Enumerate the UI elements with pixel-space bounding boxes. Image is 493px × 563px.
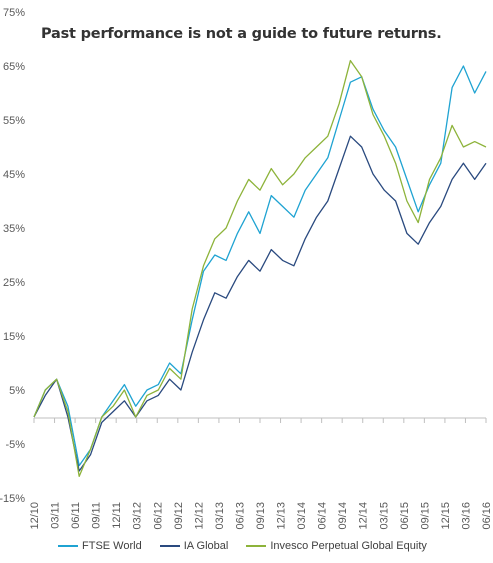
x-tick-label: 06/16 xyxy=(481,502,493,530)
y-axis-labels: -15% -5% 5% 15% 25% 35% 45% 55% 65% 75% xyxy=(0,7,25,505)
x-tick-label: 06/11 xyxy=(70,502,82,529)
x-tick-label: 09/13 xyxy=(255,502,267,530)
legend-label-invesco: Invesco Perpetual Global Equity xyxy=(270,540,427,552)
x-tick-label: 12/14 xyxy=(358,502,370,530)
x-tick-label: 09/12 xyxy=(173,502,185,530)
y-tick-label: 5% xyxy=(9,385,25,397)
x-axis-labels: 12/10 03/11 06/11 09/11 12/11 03/12 06/12 09/12… xyxy=(29,502,493,530)
performance-disclaimer: Past performance is not a guide to futur… xyxy=(41,26,442,42)
x-tick-label: 09/15 xyxy=(419,502,431,530)
x-tick-label: 03/15 xyxy=(378,502,390,530)
chart-legend: FTSE World IA Global Invesco Perpetual G… xyxy=(58,540,445,552)
x-tick-label: 09/11 xyxy=(91,502,103,529)
legend-item-ia-global: IA Global xyxy=(159,540,229,552)
y-tick-label: 15% xyxy=(3,331,25,343)
series-line-1 xyxy=(33,135,487,472)
x-tick-label: 12/11 xyxy=(111,502,123,529)
x-tick-label: 03/14 xyxy=(296,502,308,530)
legend-item-ftse-world: FTSE World xyxy=(58,540,142,552)
x-tick-label: 12/12 xyxy=(193,502,205,530)
legend-item-invesco: Invesco Perpetual Global Equity xyxy=(246,540,427,552)
series-lines xyxy=(33,59,487,478)
y-tick-label: 45% xyxy=(3,169,25,181)
y-tick-label: 35% xyxy=(3,223,25,235)
y-tick-label: 25% xyxy=(3,277,25,289)
legend-label-ftse-world: FTSE World xyxy=(82,540,142,552)
series-line-2 xyxy=(33,59,487,478)
y-tick-label: -15% xyxy=(0,493,25,505)
legend-swatch-invesco xyxy=(246,545,267,547)
y-tick-label: -5% xyxy=(5,439,25,451)
x-tick-label: 03/13 xyxy=(214,502,226,530)
x-tick-label: 12/13 xyxy=(276,502,288,530)
y-tick-label: 65% xyxy=(3,61,25,73)
legend-swatch-ftse-world xyxy=(58,545,78,547)
y-tick-label: 75% xyxy=(3,7,25,19)
x-tick-label: 12/10 xyxy=(29,502,41,530)
x-tick-label: 03/16 xyxy=(460,502,472,530)
x-tick-label: 03/12 xyxy=(132,502,144,530)
x-tick-marks xyxy=(33,418,487,423)
legend-swatch-ia-global xyxy=(159,545,180,547)
x-tick-label: 06/14 xyxy=(317,502,329,530)
legend-label-ia-global: IA Global xyxy=(183,540,229,552)
x-tick-label: 06/15 xyxy=(399,502,411,530)
x-tick-label: 06/13 xyxy=(234,502,246,530)
x-tick-label: 06/12 xyxy=(152,502,164,530)
x-tick-label: 12/15 xyxy=(440,502,452,530)
x-tick-label: 03/11 xyxy=(50,502,62,529)
series-line-0 xyxy=(33,65,487,467)
y-tick-label: 55% xyxy=(3,115,25,127)
x-tick-label: 09/14 xyxy=(337,502,349,530)
